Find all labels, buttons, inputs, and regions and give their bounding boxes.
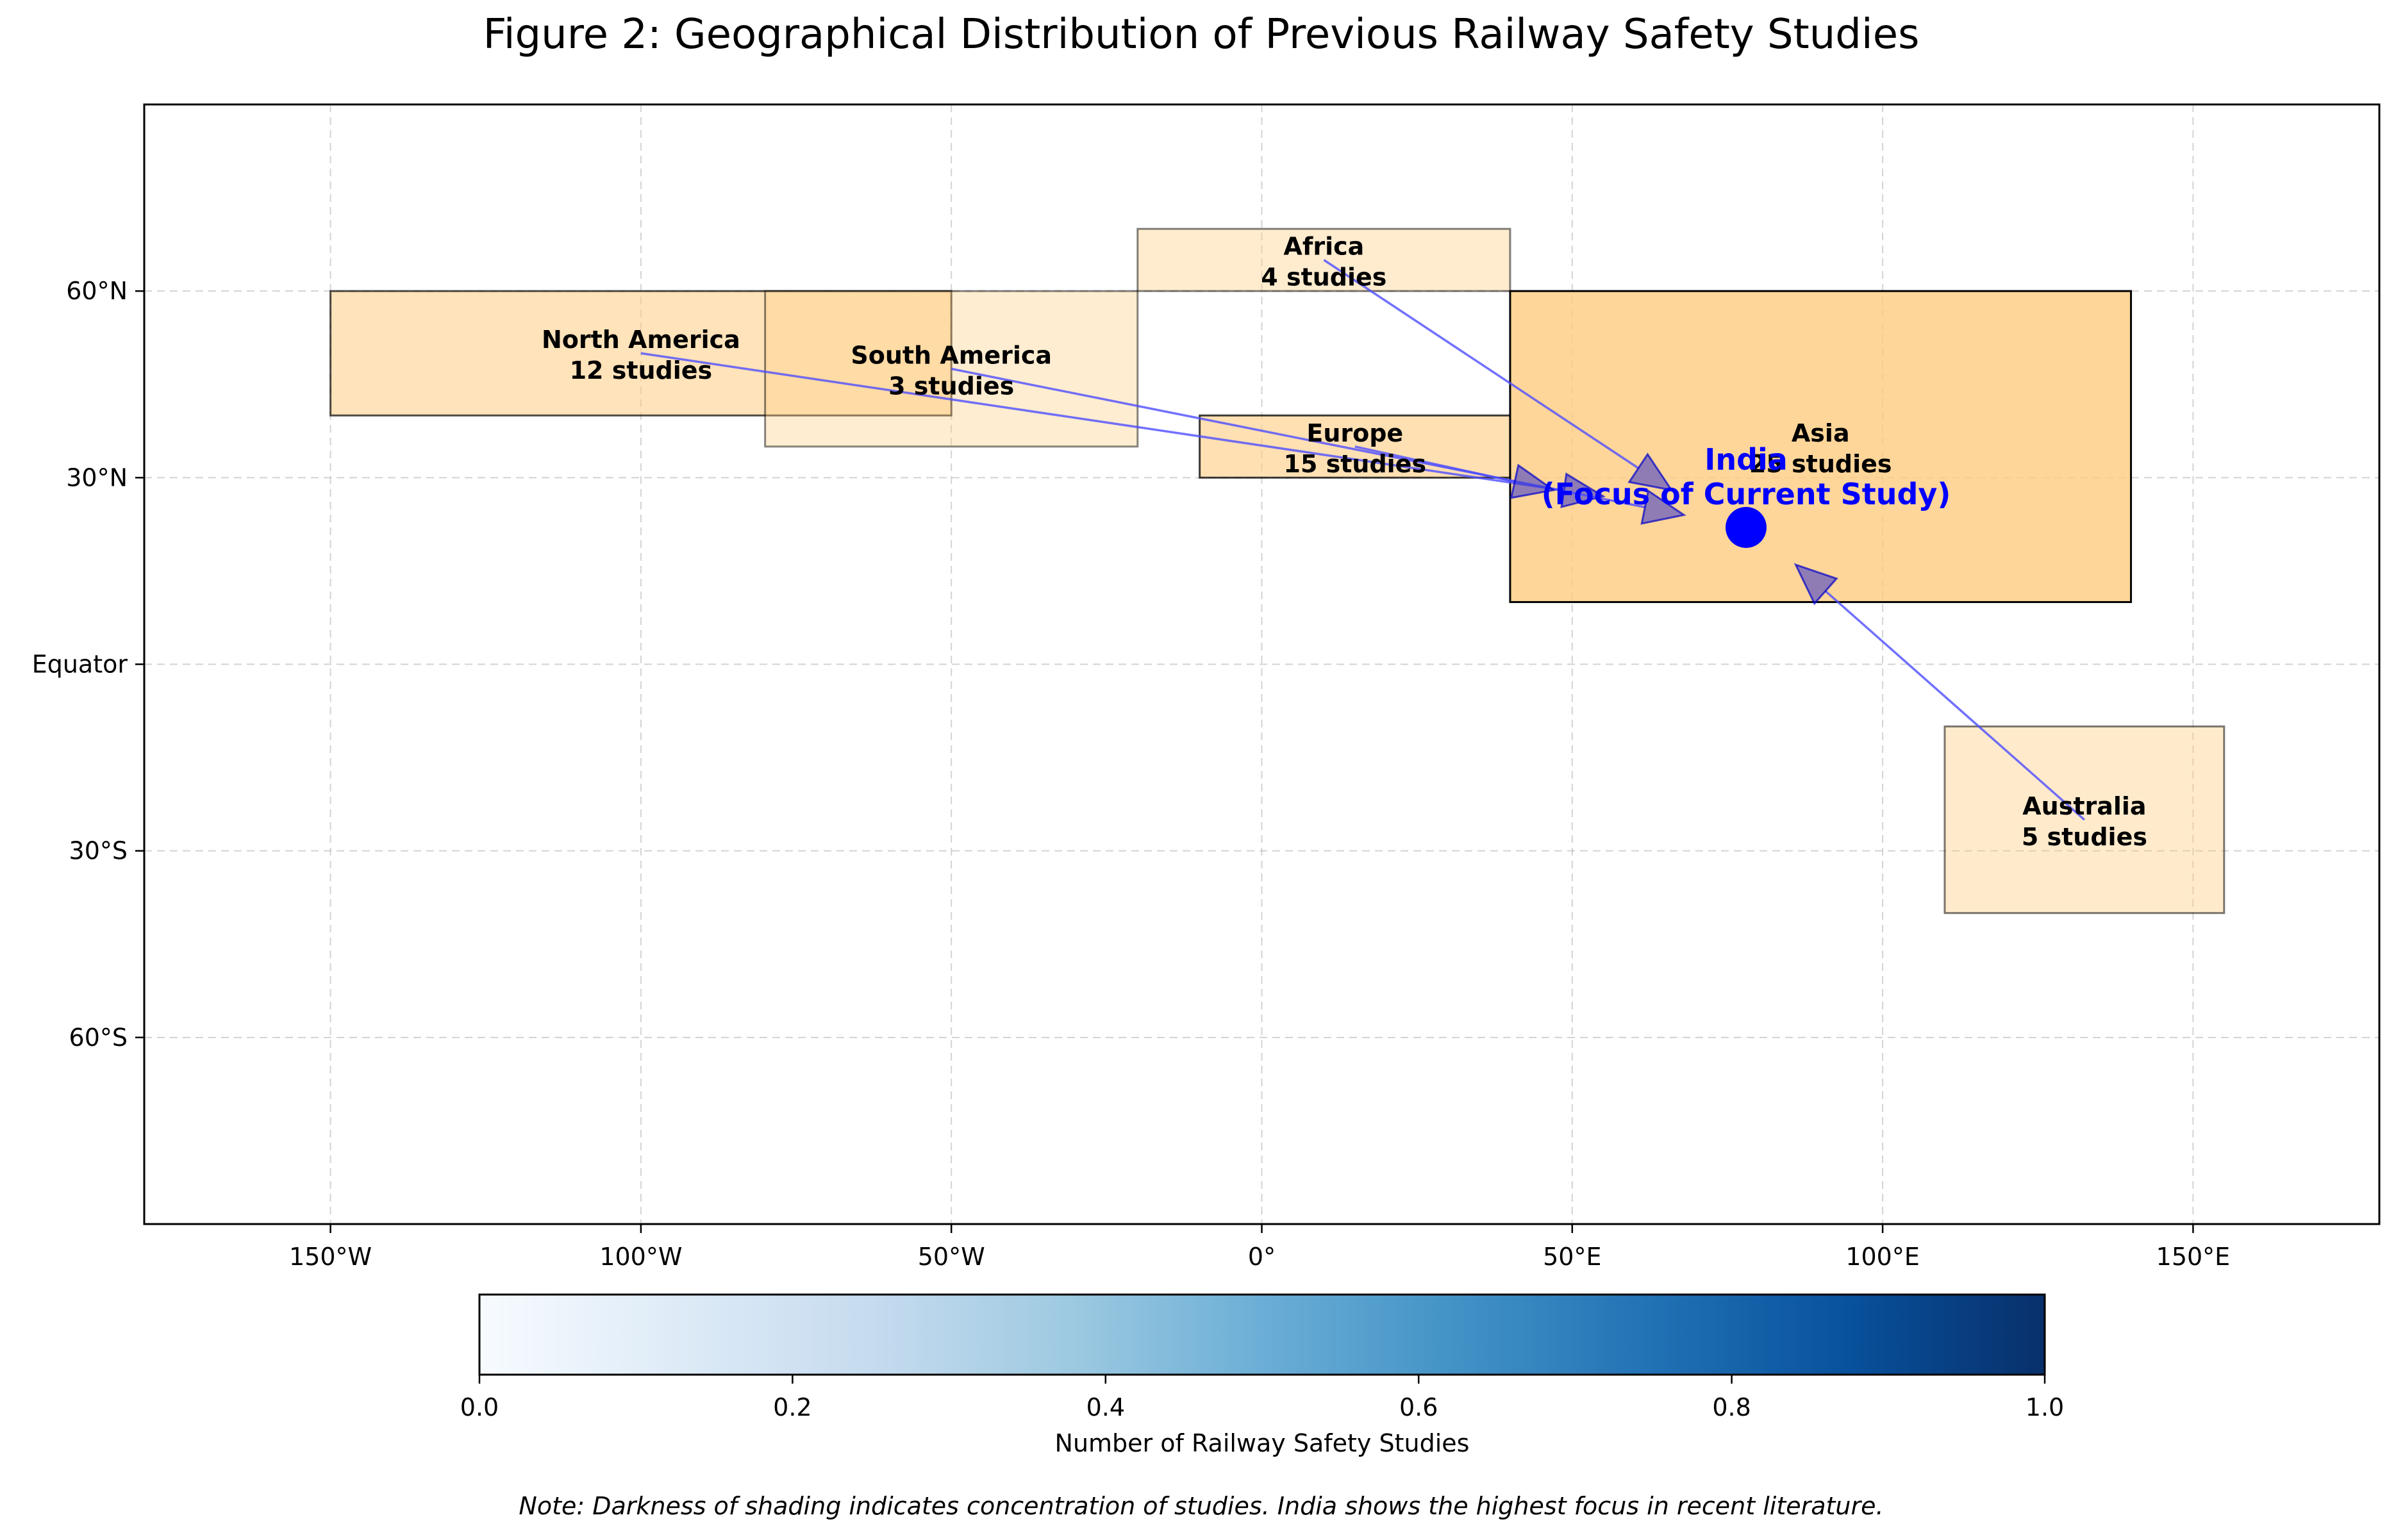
y-tick-label: 30°S [69,837,128,865]
region-label-count: 12 studies [570,356,713,385]
y-axis-ticks: 60°N 30°N Equator 30°S 60°S [32,277,144,1052]
arrows-layer [640,259,2086,821]
arrow-line [1323,259,1640,469]
region-label-count: 5 studies [2022,823,2147,851]
y-tick-label: Equator [32,650,128,679]
y-tick-label: 60°S [69,1023,128,1052]
colorbar-gradient [478,1293,2046,1376]
arrow-head [1640,489,1686,525]
arrow-line [1354,445,1515,483]
x-tick-label: 100°E [1845,1243,1920,1271]
colorbar-tick-label: 0.4 [1086,1393,1125,1421]
colorbar-tick-label: 0.6 [1399,1393,1438,1421]
arrow-line [1824,590,2086,821]
region-label-count: 15 studies [1284,450,1427,478]
y-tick-label: 60°N [66,277,128,305]
x-axis-ticks: 150°W 100°W 50°W 0° 50°E 100°E 150°E [289,1224,2230,1271]
y-tick-label: 30°N [66,463,128,492]
x-tick-label: 50°E [1543,1243,1601,1271]
arrow-head [1510,463,1556,499]
region-label-name: Africa [1283,233,1364,261]
india-focus-dot [1726,506,1767,548]
region-label-count: 4 studies [1261,263,1386,292]
region-label-name: Australia [2022,792,2146,820]
figure-note: Note: Darkness of shading indicates conc… [519,1492,1883,1520]
focus-marker-group: India (Focus of Current Study) [1542,442,1951,548]
chart-title: Figure 2: Geographical Distribution of P… [483,11,1920,58]
colorbar-tick-label: 0.2 [773,1393,811,1421]
region-label-name: North America [542,326,740,354]
colorbar-label: Number of Railway Safety Studies [1055,1429,1470,1457]
region-label-name: Asia [1792,419,1850,447]
region-label-name: South America [851,341,1052,369]
colorbar-tick-label: 0.0 [460,1393,499,1421]
region-label-count: 25 studies [1749,450,1892,478]
arrow-line [640,352,1565,492]
colorbar-ticks: 0.0 0.2 0.4 0.6 0.8 1.0 [460,1375,2064,1421]
colorbar-tick-label: 0.8 [1712,1393,1751,1421]
arrow-head [1627,452,1674,492]
arrow-head [1793,563,1838,606]
india-focus-label-line1: India [1704,442,1788,477]
region-asia [1509,290,2133,603]
india-focus-label-line2: (Focus of Current Study) [1542,477,1951,511]
x-tick-label: 150°W [289,1243,372,1271]
region-north-america [329,290,953,417]
colorbar: 0.0 0.2 0.4 0.6 0.8 1.0 Number of Railway Saf… [460,1293,2064,1457]
x-tick-label: 100°W [599,1243,682,1271]
x-tick-label: 0° [1248,1243,1276,1271]
x-tick-label: 50°W [918,1243,985,1271]
colorbar-tick-label: 1.0 [2026,1393,2064,1421]
region-label-name: Europe [1306,419,1403,447]
region-label-count: 3 studies [888,372,1014,400]
x-tick-label: 150°E [2156,1243,2231,1271]
